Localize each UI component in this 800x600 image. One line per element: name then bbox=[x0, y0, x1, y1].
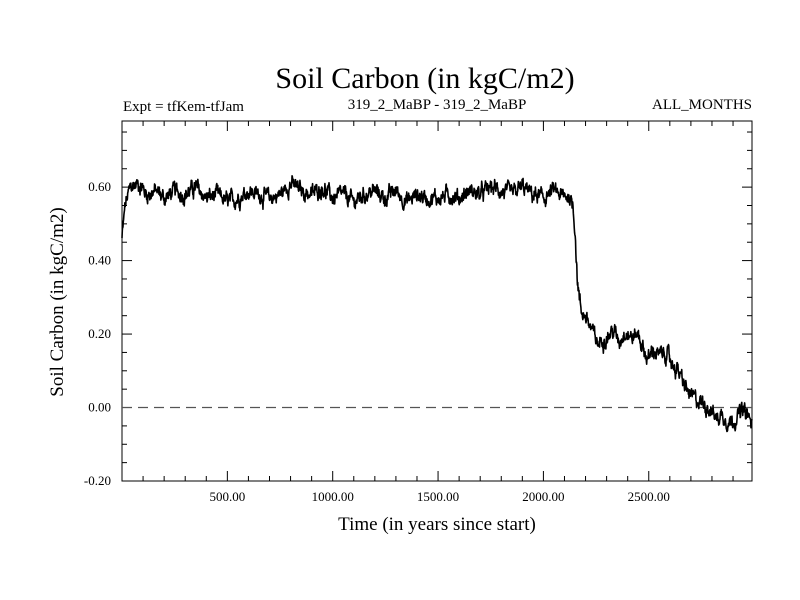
x-tick-label: 1000.00 bbox=[312, 489, 354, 504]
y-tick-label: 0.60 bbox=[88, 179, 111, 194]
x-tick-label: 500.00 bbox=[209, 489, 245, 504]
chart-title: Soil Carbon (in kgC/m2) bbox=[275, 62, 574, 95]
x-tick-label: 2000.00 bbox=[522, 489, 564, 504]
x-tick-label: 1500.00 bbox=[417, 489, 459, 504]
plot-area: 500.00 1000.00 1500.00 2000.00 2500.00 0.60 0.… bbox=[84, 120, 753, 504]
y-tick-label: 0.20 bbox=[88, 326, 111, 341]
experiment-label: Expt = tfKem-tfJam bbox=[123, 99, 244, 115]
y-tick-label: 0.00 bbox=[88, 400, 111, 415]
x-axis-label: Time (in years since start) bbox=[338, 514, 536, 535]
plot-frame bbox=[121, 120, 753, 482]
x-tick-label: 2500.00 bbox=[628, 489, 670, 504]
months-label: ALL_MONTHS bbox=[652, 97, 752, 113]
y-axis-label: Soil Carbon (in kgC/m2) bbox=[47, 207, 68, 396]
period-label: 319_2_MaBP - 319_2_MaBP bbox=[348, 97, 527, 113]
soil-carbon-series-line bbox=[121, 175, 753, 433]
y-tick-label: -0.20 bbox=[84, 473, 111, 488]
y-tick-label: 0.40 bbox=[88, 253, 111, 268]
